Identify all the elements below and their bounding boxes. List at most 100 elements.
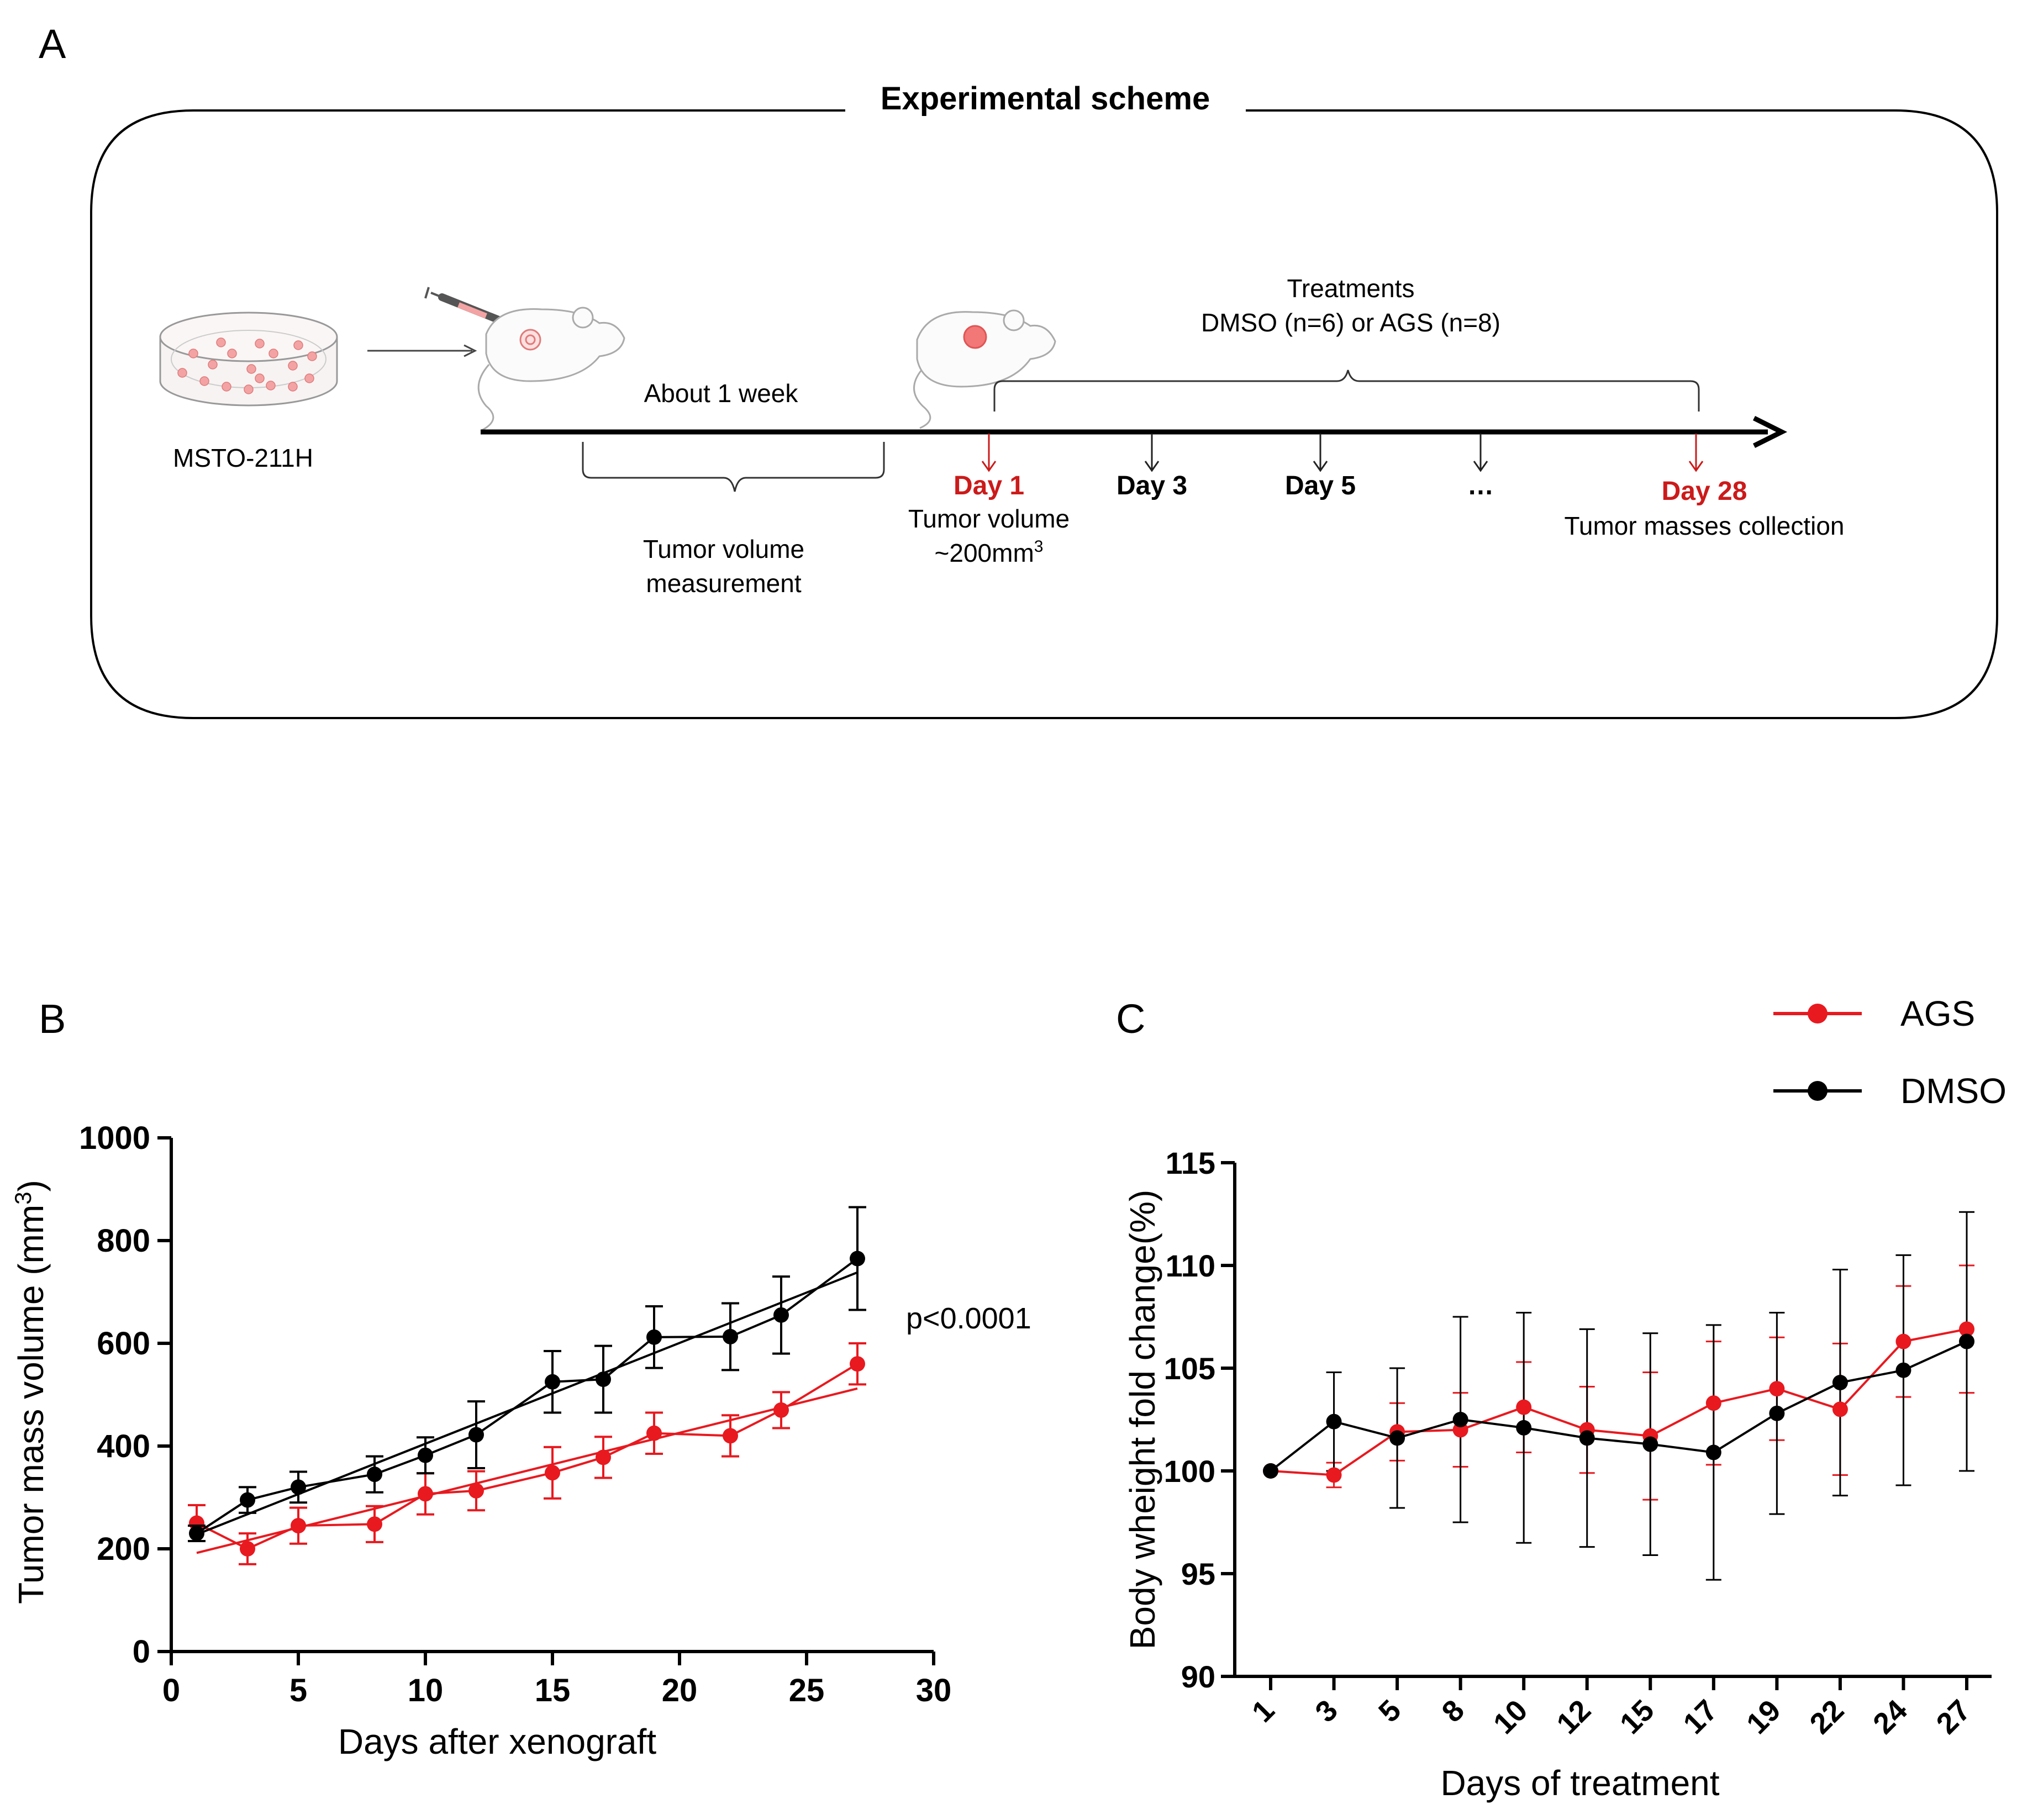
chart-b-xtick-label: 0 <box>162 1673 180 1708</box>
legend-marker-ags <box>1808 1004 1828 1024</box>
chart-b-ytick-label: 0 <box>133 1634 150 1670</box>
chart-b-point-ags <box>418 1486 433 1502</box>
chart-c-ytick-label: 100 <box>1164 1454 1215 1489</box>
cell-line-label: MSTO-211H <box>173 444 313 472</box>
chart-b-point-ags <box>723 1428 738 1444</box>
day3-label: Day 3 <box>1117 471 1187 500</box>
day1-note-2-wrapper: ~200mm3 <box>935 537 1044 567</box>
day1-arrow <box>981 434 997 472</box>
treatments-bracket <box>993 370 1700 412</box>
chart-b-ytick-label: 200 <box>97 1531 150 1567</box>
chart-b-xtick-label: 10 <box>408 1673 444 1708</box>
chart-c-ytick-label: 90 <box>1181 1659 1215 1694</box>
chart-c-xtick-label: 24 <box>1867 1694 1914 1740</box>
chart-c-point-dmso <box>1263 1463 1278 1479</box>
chart-b-point-ags <box>468 1483 484 1499</box>
chart-b-ylabel-close: ) <box>11 1180 51 1191</box>
chart-b-xtick-label: 25 <box>789 1673 825 1708</box>
mouse-injected-icon <box>477 307 625 432</box>
chart-c-point-dmso <box>1705 1444 1721 1460</box>
chart-b-point-ags <box>367 1516 382 1532</box>
chart-c-xtick-label: 17 <box>1677 1694 1724 1740</box>
chart-c-point-ags <box>1326 1467 1342 1483</box>
chart-b-point-ags <box>850 1356 865 1372</box>
chart-c-xtick-label: 15 <box>1614 1694 1661 1740</box>
chart-b-point-ags <box>240 1541 255 1557</box>
chart-c-ylabel: Body wheight fold change(%) <box>1123 1190 1162 1650</box>
chart-b-point-ags <box>291 1518 306 1534</box>
chart-b-pvalue: p<0.0001 <box>906 1302 1031 1335</box>
chart-c-xtick-label: 8 <box>1435 1694 1471 1729</box>
chart-b-point-dmso <box>773 1307 789 1323</box>
panel-c-chart: C 90 95 100 105 110 115 1 3 5 8 10 12 15 17 19 22 24 27 Da… <box>1116 996 1992 1803</box>
chart-b-point-ags <box>596 1449 611 1465</box>
chart-b-point-dmso <box>367 1466 382 1483</box>
chart-c-xtick-label: 5 <box>1372 1694 1408 1729</box>
chart-c-xtick-label: 3 <box>1309 1694 1344 1729</box>
chart-b-ylabel-sup: 3 <box>10 1191 36 1204</box>
chart-b-ytick-label: 800 <box>97 1223 150 1259</box>
treatments-label: Treatments <box>1287 274 1415 303</box>
chart-c-point-ags <box>1516 1399 1532 1415</box>
chart-b-point-ags <box>646 1425 662 1441</box>
ellipsis-arrow <box>1473 434 1488 472</box>
chart-c-point-dmso <box>1516 1420 1532 1436</box>
day3-arrow <box>1144 434 1160 472</box>
chart-c-point-ags <box>1832 1401 1848 1417</box>
day1-label: Day 1 <box>954 471 1024 500</box>
day5-arrow <box>1313 434 1328 472</box>
panel-c-letter: C <box>1116 996 1145 1042</box>
legend-label-ags: AGS <box>1900 994 1975 1033</box>
petri-dish-icon <box>159 312 338 407</box>
chart-b-ytick-label: 600 <box>97 1326 150 1362</box>
chart-b-point-ags <box>545 1465 560 1481</box>
chart-b-xtick-label: 20 <box>662 1673 698 1708</box>
mouse-tumor-icon <box>913 309 1056 429</box>
day5-label: Day 5 <box>1285 471 1356 500</box>
chart-b-point-dmso <box>545 1374 560 1390</box>
chart-b-point-dmso <box>723 1328 738 1344</box>
panel-a-letter: A <box>39 21 66 67</box>
chart-c-xtick-label: 19 <box>1740 1694 1787 1740</box>
chart-c-point-dmso <box>1452 1412 1468 1427</box>
ellipsis-label: … <box>1467 471 1494 500</box>
chart-c-point-dmso <box>1326 1413 1342 1429</box>
chart-b-plot: 0 200 400 600 800 1000 0 5 10 15 20 25 30 Days after … <box>10 1120 1031 1761</box>
chart-c-point-dmso <box>1579 1430 1595 1446</box>
chart-c-point-dmso <box>1895 1362 1911 1378</box>
day1-note-1: Tumor volume <box>908 504 1070 533</box>
chart-b-xtick-label: 30 <box>916 1673 952 1708</box>
timeline-arrowhead <box>1752 415 1788 449</box>
day28-note: Tumor masses collection <box>1564 511 1844 540</box>
day1-note-2: ~200mm <box>935 539 1034 567</box>
day28-label: Day 28 <box>1662 477 1747 506</box>
chart-c-xtick-label: 10 <box>1487 1694 1534 1740</box>
chart-b-ylabel: Tumor mass volume (mm3) <box>10 1180 51 1604</box>
chart-c-line-ags <box>1270 1328 1967 1476</box>
measurement-bracket <box>582 442 885 492</box>
chart-c-point-dmso <box>1642 1436 1658 1452</box>
syringe-icon <box>424 287 520 329</box>
panel-a-scheme: A Experimental scheme MSTO-211H <box>39 21 1998 719</box>
chart-c-point-dmso <box>1959 1333 1974 1349</box>
chart-b-point-dmso <box>850 1251 865 1267</box>
chart-c-point-ags <box>1705 1395 1721 1411</box>
chart-c-line-dmso <box>1270 1340 1967 1472</box>
chart-c-xlabel: Days of treatment <box>1440 1763 1719 1803</box>
scheme-title: Experimental scheme <box>881 81 1210 117</box>
chart-b-fit-dmso <box>196 1271 858 1536</box>
about-week-label: About 1 week <box>644 379 799 408</box>
chart-c-point-dmso <box>1769 1405 1785 1421</box>
chart-c-point-ags <box>1769 1381 1785 1397</box>
chart-c-point-dmso <box>1389 1430 1405 1446</box>
chart-c-plot: 90 95 100 105 110 115 1 3 5 8 10 12 15 17 19 22 24 27 Days… <box>1123 1146 1992 1803</box>
chart-b-xlabel: Days after xenograft <box>338 1722 657 1761</box>
chart-b-xtick-label: 5 <box>289 1673 307 1708</box>
chart-c-ytick-label: 105 <box>1164 1351 1215 1386</box>
chart-c-point-dmso <box>1832 1375 1848 1391</box>
chart-b-point-dmso <box>240 1492 255 1508</box>
chart-b-point-dmso <box>418 1447 433 1463</box>
panel-b-letter: B <box>39 996 66 1042</box>
